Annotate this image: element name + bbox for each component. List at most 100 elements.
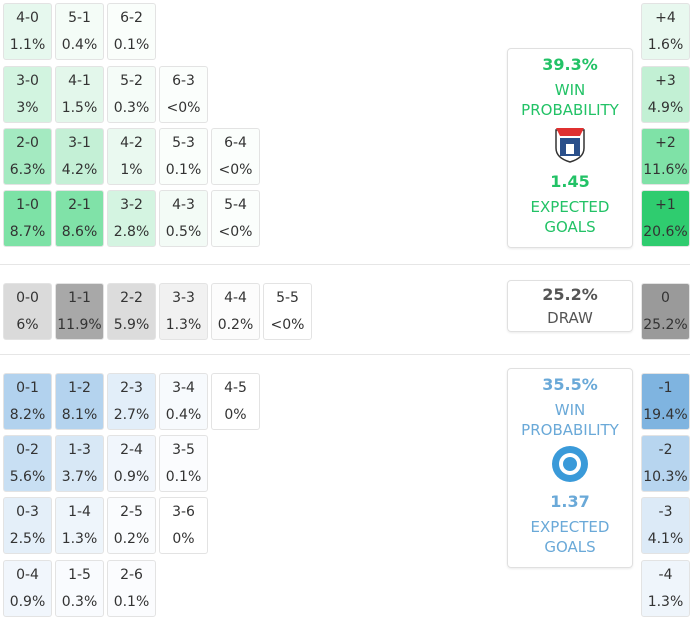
- score-cell: 6-2 0.1%: [107, 3, 156, 60]
- score-cell: 5-4 <0%: [211, 190, 260, 247]
- score-cell-text: 0-3: [16, 504, 39, 520]
- score-cell: 0-3 2.5%: [3, 497, 52, 554]
- score-cell: 5-5 <0%: [263, 283, 312, 340]
- score-cell-text: 1.3%: [61, 531, 98, 547]
- score-cell-text: 1.5%: [61, 100, 98, 116]
- away-win-label: WIN PROBABILITY: [521, 401, 619, 439]
- score-cell: 3-5 0.1%: [159, 435, 208, 492]
- score-cell-text: 6-4: [224, 135, 247, 151]
- margin-cell-text: 0: [661, 290, 670, 306]
- away-win-probability: 35.5%: [542, 375, 598, 394]
- score-cell-text: 3-4: [172, 380, 195, 396]
- away-logo: [552, 446, 588, 482]
- score-cell: 5-2 0.3%: [107, 66, 156, 123]
- score-cell-text: 6.3%: [9, 162, 46, 178]
- margin-cell: +4 1.6%: [641, 3, 690, 60]
- score-cell-text: 5-1: [68, 10, 91, 26]
- score-cell-text: 5-5: [276, 290, 299, 306]
- score-cell-text: 4-4: [224, 290, 247, 306]
- score-cell-text: 3-2: [120, 197, 143, 213]
- score-cell-text: 5.6%: [9, 469, 46, 485]
- margin-cell: -4 1.3%: [641, 560, 690, 617]
- score-cell-text: 5-3: [172, 135, 195, 151]
- score-cell: 3-0 3%: [3, 66, 52, 123]
- score-cell: 2-2 5.9%: [107, 283, 156, 340]
- margin-cell: +3 4.9%: [641, 66, 690, 123]
- score-cell: 5-3 0.1%: [159, 128, 208, 185]
- home-xg-label: EXPECTED GOALS: [530, 198, 610, 236]
- score-cell-text: 3-0: [16, 73, 39, 89]
- margin-cell-text: +4: [655, 10, 676, 26]
- margin-cell-text: 10.3%: [643, 469, 688, 485]
- home-expected-goals: 1.45: [550, 172, 590, 191]
- margin-cell-text: -1: [658, 380, 673, 396]
- score-cell-text: 1-1: [68, 290, 91, 306]
- margin-cell: -3 4.1%: [641, 497, 690, 554]
- score-cell-text: 1%: [120, 162, 143, 178]
- score-cell: 4-4 0.2%: [211, 283, 260, 340]
- margin-cell-text: -4: [658, 567, 673, 583]
- score-cell-text: 8.7%: [9, 224, 46, 240]
- score-cell-text: 0.4%: [61, 37, 98, 53]
- score-cell-text: 0.5%: [165, 224, 202, 240]
- score-cell-text: 3%: [16, 100, 39, 116]
- score-cell: 2-5 0.2%: [107, 497, 156, 554]
- score-cell-text: 2.5%: [9, 531, 46, 547]
- score-cell: 4-5 0%: [211, 373, 260, 430]
- score-cell-text: 0.1%: [165, 162, 202, 178]
- home-win-probability: 39.3%: [542, 55, 598, 74]
- score-cell: 4-1 1.5%: [55, 66, 104, 123]
- score-cell-text: 5-4: [224, 197, 247, 213]
- home-logo: [555, 128, 585, 163]
- score-cell-text: 1-3: [68, 442, 91, 458]
- score-cell: 1-1 11.9%: [55, 283, 104, 340]
- score-cell: 1-2 8.1%: [55, 373, 104, 430]
- score-cell-text: 2-2: [120, 290, 143, 306]
- score-cell-text: 0.4%: [165, 407, 202, 423]
- score-cell-text: 2-5: [120, 504, 143, 520]
- score-cell-text: 0.3%: [61, 594, 98, 610]
- margin-cell: -1 19.4%: [641, 373, 690, 430]
- away-xg-label: EXPECTED GOALS: [530, 518, 610, 556]
- margin-cell: 0 25.2%: [641, 283, 690, 340]
- margin-cell-text: 4.9%: [647, 100, 684, 116]
- score-cell-text: 1.1%: [9, 37, 46, 53]
- score-cell: 0-1 8.2%: [3, 373, 52, 430]
- score-cell: 0-4 0.9%: [3, 560, 52, 617]
- score-cell-text: 3.7%: [61, 469, 98, 485]
- score-cell-text: 8.1%: [61, 407, 98, 423]
- score-cell-text: 3-1: [68, 135, 91, 151]
- margin-cell: +2 11.6%: [641, 128, 690, 185]
- draw-summary: 25.2% DRAW: [507, 280, 633, 332]
- score-cell-text: 8.6%: [61, 224, 98, 240]
- score-cell-text: 6-3: [172, 73, 195, 89]
- score-cell-text: 3-6: [172, 504, 195, 520]
- score-cell: 0-0 6%: [3, 283, 52, 340]
- score-cell-text: 5.9%: [113, 317, 150, 333]
- score-cell: 6-3 <0%: [159, 66, 208, 123]
- score-cell-text: 0-4: [16, 567, 39, 583]
- score-cell-text: 4.2%: [61, 162, 98, 178]
- score-cell-text: 1-5: [68, 567, 91, 583]
- score-cell: 3-6 0%: [159, 497, 208, 554]
- score-cell-text: 1-4: [68, 504, 91, 520]
- score-cell-text: 4-1: [68, 73, 91, 89]
- score-cell: 2-4 0.9%: [107, 435, 156, 492]
- score-cell-text: 4-3: [172, 197, 195, 213]
- margin-cell-text: -3: [658, 504, 673, 520]
- score-cell-text: 1-2: [68, 380, 91, 396]
- score-cell: 1-4 1.3%: [55, 497, 104, 554]
- score-cell-text: 3-5: [172, 442, 195, 458]
- score-cell: 1-0 8.7%: [3, 190, 52, 247]
- margin-cell-text: +1: [655, 197, 676, 213]
- score-cell-text: 0-1: [16, 380, 39, 396]
- margin-cell-text: 20.6%: [643, 224, 688, 240]
- score-cell: 1-5 0.3%: [55, 560, 104, 617]
- score-cell-text: 2-3: [120, 380, 143, 396]
- score-cell-text: 0.2%: [217, 317, 254, 333]
- score-cell: 4-0 1.1%: [3, 3, 52, 60]
- score-cell: 4-2 1%: [107, 128, 156, 185]
- margin-cell-text: -2: [658, 442, 673, 458]
- away-expected-goals: 1.37: [550, 492, 590, 511]
